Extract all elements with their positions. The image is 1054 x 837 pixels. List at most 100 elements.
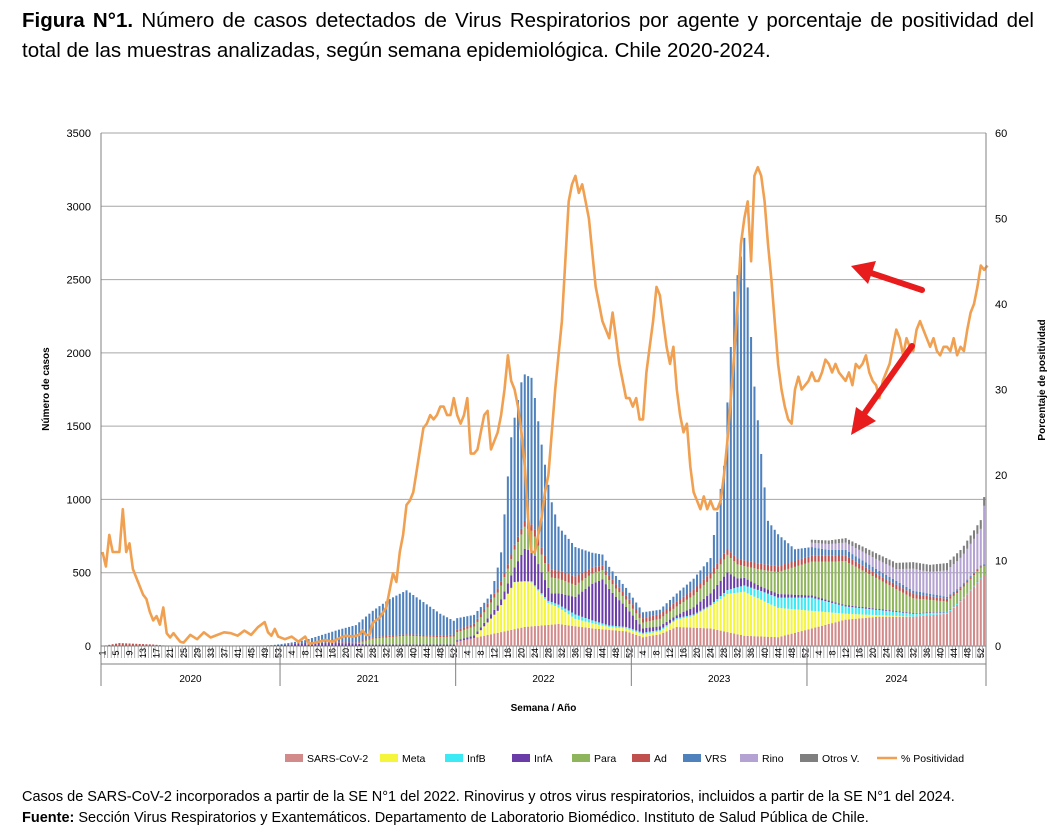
bar-ad [145,644,148,646]
bar-para [628,604,631,612]
bar-vrs [780,537,783,566]
bar-meta [723,596,726,632]
bar-meta [756,598,759,637]
bar-sars-cov-2 [587,627,590,646]
x-week-label: 4 [814,650,824,655]
bar-ad [148,644,151,646]
bar-vrs [557,526,560,571]
bar-rino [929,571,932,594]
bar-para [932,600,935,613]
bar-para [496,592,499,606]
bar-ad [489,598,492,603]
bar-para [868,574,871,608]
bar-infa [554,593,557,604]
bar-meta [675,619,678,627]
bar-vrs [834,549,837,556]
x-week-label: 40 [584,648,594,658]
bar-meta [817,611,820,627]
bar-ad [807,556,810,563]
bar-rino [831,543,834,550]
bar-infa [560,594,563,607]
bar-sars-cov-2 [945,613,948,646]
bar-meta [679,618,682,628]
bar-sars-cov-2 [665,631,668,646]
legend-swatch [683,754,701,762]
bar-infa [682,611,685,617]
axes: 0 500 1000 1500 2000 2500 3000 3500 0 10 20 30 40 50 6… [41,128,1048,714]
bar-sars-cov-2 [716,629,719,646]
bar-rino [875,558,878,569]
bar-meta [719,598,722,631]
bar-meta [753,596,756,637]
year-label: 2023 [708,674,731,685]
bar-otros-v- [939,563,942,571]
bar-sars-cov-2 [881,616,884,646]
bar-para [790,567,793,595]
bar-infb [820,600,824,612]
bar-ad [696,586,699,593]
bar-vrs [510,437,513,555]
bar-para [412,636,415,645]
bar-sars-cov-2 [939,614,942,646]
bar-para [415,636,418,645]
bar-ad [581,572,584,581]
x-week-label: 33 [206,648,216,658]
bar-ad [820,555,824,562]
bar-infb [912,613,915,617]
bar-infb [787,597,790,609]
bar-vrs [864,562,867,568]
bar-infb [881,610,884,616]
bar-infa [837,603,840,605]
bar-infa [364,644,368,646]
bar-ad [773,565,776,572]
bar-meta [878,615,881,617]
y-tick-label: 3000 [67,201,91,213]
bar-sars-cov-2 [824,624,827,646]
bar-para [844,561,847,606]
bar-sars-cov-2 [851,619,854,646]
bar-infa [719,580,722,597]
bar-rino [983,505,986,565]
legend-label: Rino [762,753,784,765]
bar-infb [976,581,979,583]
y-tick-label: 0 [85,641,91,653]
bar-infa [841,604,844,606]
bar-para [388,637,391,645]
bar-vrs [871,566,874,572]
bar-infa [547,587,550,601]
bar-otros-v- [918,563,921,570]
bar-ad [486,603,489,608]
bar-meta [638,633,641,637]
bar-vrs [496,567,499,589]
bar-infa [668,619,672,623]
bar-infa [371,644,374,646]
bar-rino [878,560,881,571]
bar-meta [898,616,901,617]
bar-infb [962,597,965,599]
bar-otros-v- [925,564,928,572]
bar-otros-v- [885,558,888,565]
bar-meta [685,617,688,628]
bar-sars-cov-2 [929,615,932,646]
bar-ad [361,640,364,642]
bar-ad [442,635,445,638]
bar-ad [868,569,871,575]
bar-sars-cov-2 [763,636,766,646]
legend-label: % Positividad [901,753,964,765]
bar-rino [824,543,827,550]
bar-meta [692,615,695,628]
x-week-label: 1 [98,650,108,655]
bar-infb [942,612,945,615]
bar-rino [972,538,976,573]
bar-vrs [378,606,381,637]
bar-infa [321,643,324,646]
bar-sars-cov-2 [888,616,891,646]
bar-infa [466,637,469,640]
bar-para [888,585,891,611]
bar-sars-cov-2 [817,626,820,646]
bar-para [446,636,449,645]
bar-sars-cov-2 [898,616,901,646]
positivity-line-layer [101,165,989,645]
bar-sars-cov-2 [608,629,611,646]
bar-infa [891,610,894,612]
